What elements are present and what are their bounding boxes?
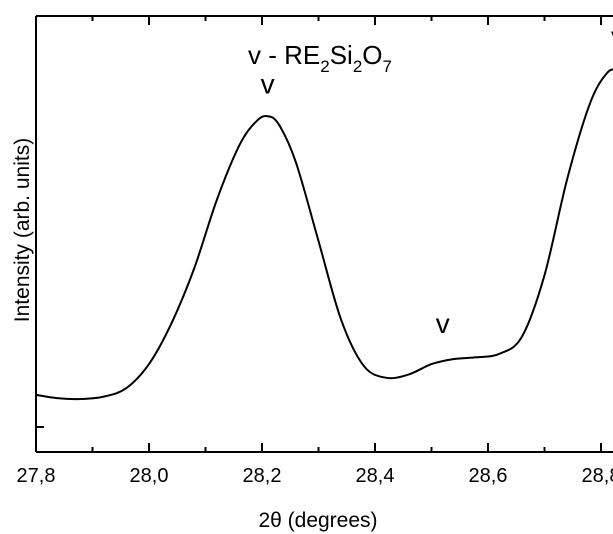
x-tick-label: 28,4 <box>356 465 395 487</box>
series-line <box>35 68 613 401</box>
x-tick-label: 28,8 <box>582 465 613 487</box>
x-tick-label: 27,8 <box>17 465 56 487</box>
x-tick-label: 28,0 <box>130 465 169 487</box>
x-ticks <box>35 16 602 452</box>
y-axis-title: Intensity (arb. units) <box>11 138 34 322</box>
plot-frame <box>35 15 613 453</box>
x-tick-labels: 27,828,028,228,428,628,829,0 <box>17 465 613 487</box>
peak-marker: v <box>611 21 613 52</box>
x-axis-title: 2θ (degrees) <box>258 509 377 532</box>
x-tick-label: 28,6 <box>469 465 508 487</box>
x-tick-label: 28,2 <box>243 465 282 487</box>
peak-marker: v <box>436 308 450 339</box>
legend-text: v - RE2Si2O7 <box>248 40 392 76</box>
peak-marker: v <box>261 69 275 100</box>
peak-markers: v v v <box>261 21 613 339</box>
